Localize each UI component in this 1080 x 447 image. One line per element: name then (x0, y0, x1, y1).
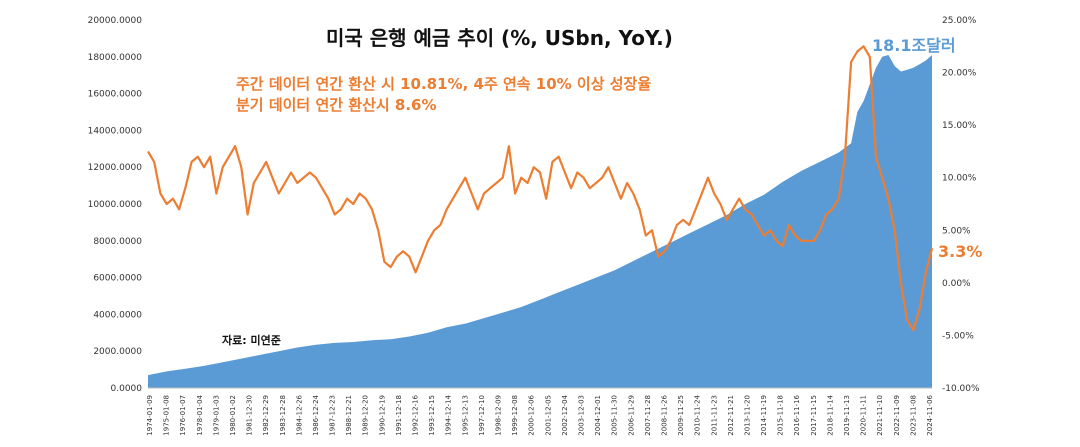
x-tick-label: 2011-11-23 (710, 395, 718, 436)
x-tick-label: 1981-12-30 (246, 395, 254, 436)
x-tick-label: 2000-12-06 (528, 394, 536, 435)
y-left-tick-label: 16000.0000 (88, 90, 143, 100)
x-tick-label: 1987-12-23 (329, 395, 337, 436)
x-tick-label: 2001-12-05 (544, 395, 552, 436)
x-tick-label: 1989-12-20 (362, 395, 370, 436)
x-tick-label: 1980-01-02 (229, 395, 237, 436)
y-left-tick-label: 18000.0000 (88, 53, 143, 63)
y-right-tick-label: 15.00% (942, 121, 977, 131)
y-right-tick-label: 0.00% (942, 279, 971, 289)
y-right-tick-label: 10.00% (942, 174, 977, 184)
chart-title: 미국 은행 예금 추이 (%, USbn, YoY.) (326, 26, 673, 50)
x-tick-label: 2015-11-18 (777, 395, 785, 436)
y-right-tick-label: -5.00% (942, 331, 974, 341)
y-right-tick-label: 25.00% (942, 16, 977, 26)
x-tick-label: 2018-11-14 (826, 394, 834, 435)
x-tick-label: 1979-01-03 (212, 395, 220, 436)
annotation-weekly: 주간 데이터 연간 환산 시 10.81%, 4주 연속 10% 이상 성장율 (236, 75, 651, 93)
annotation-quarterly: 분기 데이터 연간 환산시 8.6% (236, 96, 437, 114)
x-tick-label: 1976-01-07 (179, 395, 187, 436)
x-tick-label: 2016-11-16 (793, 394, 801, 435)
x-tick-label: 2009-11-25 (677, 395, 685, 436)
y-left-tick-label: 12000.0000 (88, 163, 143, 173)
x-tick-label: 2004-12-01 (594, 395, 602, 436)
y-right-tick-label: 5.00% (942, 226, 971, 236)
x-tick-label: 1994-12-14 (445, 394, 453, 435)
deposits-area (148, 55, 932, 388)
x-tick-label: 2024-11-06 (926, 394, 934, 435)
x-tick-label: 2014-11-19 (760, 395, 768, 436)
yoy-end-label: 3.3% (938, 242, 982, 261)
x-tick-label: 1978-01-04 (196, 394, 204, 435)
x-tick-label: 1992-12-16 (412, 394, 420, 435)
x-tick-label: 2017-11-15 (810, 395, 818, 436)
y-left-tick-label: 2000.0000 (93, 347, 142, 357)
x-tick-label: 2023-11-08 (909, 395, 917, 436)
deposits-end-label: 18.1조달러 (872, 36, 956, 55)
x-tick-label: 2021-11-10 (876, 395, 884, 436)
x-tick-label: 1993-12-15 (428, 395, 436, 436)
x-tick-label: 2022-11-09 (893, 395, 901, 436)
line-layer (147, 45, 934, 332)
y-left-tick-label: 14000.0000 (88, 126, 143, 136)
y-left-tick-label: 20000.0000 (88, 16, 143, 26)
x-tick-label: 1990-12-19 (378, 395, 386, 436)
y-left-tick-label: 4000.0000 (93, 310, 142, 320)
x-tick-label: 2006-11-29 (627, 395, 635, 436)
x-tick-label: 2002-12-04 (561, 394, 569, 435)
x-tick-label: 2010-11-24 (694, 394, 702, 435)
x-tick-label: 1982-12-29 (262, 395, 270, 436)
x-tick-label: 1999-12-08 (511, 395, 519, 436)
x-tick-label: 1988-12-21 (345, 395, 353, 436)
x-tick-label: 1997-12-10 (478, 395, 486, 436)
x-tick-label: 2008-11-26 (660, 394, 668, 435)
x-tick-label: 2003-12-03 (577, 395, 585, 436)
y-left-tick-label: 6000.0000 (93, 274, 142, 284)
x-tick-label: 1998-12-09 (495, 395, 503, 436)
axis-layer: 0.0000 2000.0000 4000.0000 6000.0000 8000.00… (88, 16, 980, 436)
x-tick-label: 1974-01-09 (146, 395, 154, 436)
yoy-line (147, 45, 934, 332)
x-tick-label: 1995-12-13 (461, 395, 469, 436)
area-layer (148, 55, 932, 388)
y-left-tick-label: 0.0000 (111, 384, 143, 394)
x-tick-label: 1984-12-26 (295, 394, 303, 435)
y-left-tick-label: 10000.0000 (88, 200, 143, 210)
y-left-tick-label: 8000.0000 (93, 237, 142, 247)
x-tick-label: 2005-11-30 (611, 395, 619, 436)
x-tick-label: 2019-11-13 (843, 395, 851, 436)
x-tick-label: 1991-12-18 (395, 395, 403, 436)
y-right-tick-label: -10.00% (942, 384, 980, 394)
x-tick-label: 2013-11-20 (743, 395, 751, 436)
x-tick-label: 2020-11-11 (860, 395, 868, 436)
x-tick-label: 1983-12-28 (279, 395, 287, 436)
x-tick-label: 1986-12-24 (312, 394, 320, 435)
y-right-tick-label: 20.00% (942, 69, 977, 79)
x-tick-label: 1975-01-08 (163, 395, 171, 436)
x-tick-label: 2007-11-28 (644, 395, 652, 436)
source-label: 자료: 미연준 (222, 333, 281, 347)
x-tick-label: 2012-11-21 (727, 395, 735, 436)
